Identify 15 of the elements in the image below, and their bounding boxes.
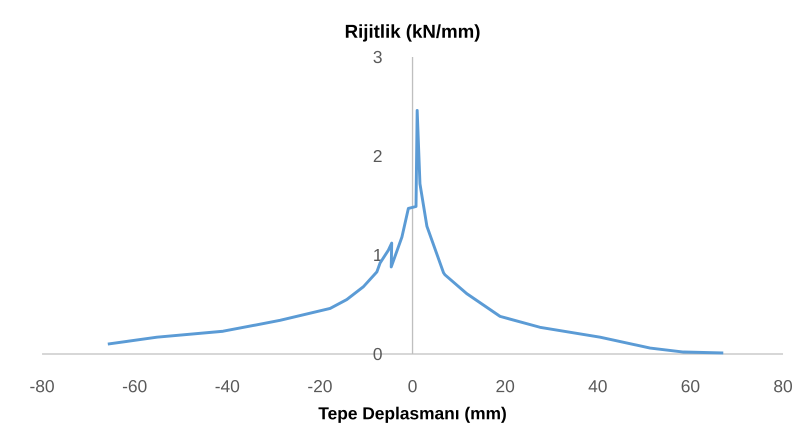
y-tick-label: 3 xyxy=(374,50,382,64)
y-tick-label: 1 xyxy=(374,249,382,261)
x-tick-label: 60 xyxy=(682,380,700,392)
y-tick-label: 2 xyxy=(374,150,382,162)
x-axis-title: Tepe Deplasmanı (mm) xyxy=(318,406,506,423)
x-tick-label: -40 xyxy=(216,380,240,392)
x-tick-label: -20 xyxy=(308,380,332,392)
x-tick-label: 20 xyxy=(496,380,514,392)
y-tick-label: 0 xyxy=(374,348,382,360)
x-tick-label: -80 xyxy=(30,380,54,392)
chart-title: Rijitlik (kN/mm) xyxy=(346,24,480,42)
x-tick-label: -60 xyxy=(122,380,147,392)
x-tick-label: 80 xyxy=(774,380,792,392)
x-tick-label: 0 xyxy=(408,380,417,392)
x-tick-label: 40 xyxy=(588,380,607,392)
